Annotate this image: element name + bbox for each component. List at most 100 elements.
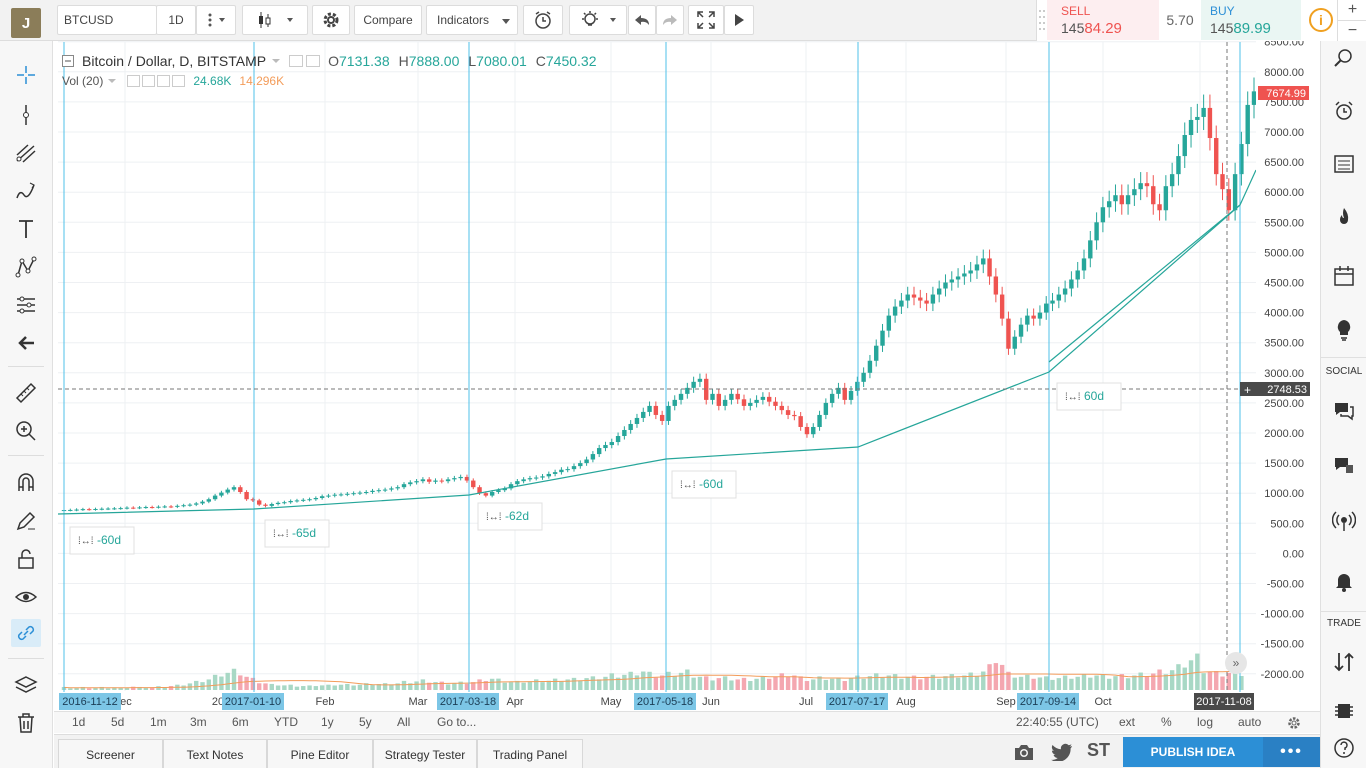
hotlists-button[interactable] [1329,203,1359,233]
interval-button[interactable]: 1D [156,5,196,35]
volume-bar [471,682,476,690]
price-chart[interactable]: ⁞↔⁞ -60d ⁞↔⁞ -65d ⁞↔⁞ -62d ⁞↔⁞ -60d ⁞↔⁞ 60d 8500.0… [54,41,1320,711]
date-range-box[interactable] [477,502,543,531]
percent-scale-toggle[interactable]: % [1161,715,1172,729]
range-all[interactable]: All [397,715,411,729]
date-range-box[interactable] [264,519,330,548]
eye-icon[interactable] [289,55,304,67]
date-range-box[interactable] [1056,382,1122,411]
calendar-button[interactable] [1329,261,1359,291]
gear-icon[interactable] [142,75,156,87]
last-price-label: 7674.99 [1266,88,1306,100]
delete-tool[interactable] [11,709,41,737]
range-5d[interactable]: 5d [111,715,125,729]
pattern-tool[interactable] [11,253,41,281]
settings-button[interactable] [312,5,350,35]
chat-button[interactable] [1329,396,1359,426]
text-tool[interactable] [11,215,41,243]
log-scale-toggle[interactable]: log [1197,715,1214,729]
trend-line[interactable] [57,169,1257,515]
tab-pine-editor[interactable]: Pine Editor [267,739,373,768]
theme-button[interactable] [569,5,627,35]
lock-tool[interactable] [11,545,41,573]
twitter-icon[interactable] [1051,743,1073,761]
series-title[interactable]: Bitcoin / Dollar, D, BITSTAMP [82,53,267,69]
brush-tool[interactable] [11,177,41,205]
range-3m[interactable]: 3m [190,715,207,729]
range-5y[interactable]: 5y [359,715,372,729]
close-icon[interactable] [172,75,186,87]
fullscreen-button[interactable] [688,5,724,35]
fib-tool[interactable] [11,139,41,167]
plus-icon[interactable] [157,75,171,87]
scroll-button[interactable] [1225,652,1247,674]
chevron-down-icon[interactable] [271,57,281,65]
plugins-button[interactable] [1329,696,1359,726]
go-to-date[interactable]: Go to... [437,715,477,729]
replay-button[interactable] [724,5,754,35]
chart-canvas[interactable]: ⁞↔⁞ -60d ⁞↔⁞ -65d⁞↔⁞ -62d⁞↔⁞ -60d⁞↔⁞ 60d8500.0… [54,41,1320,711]
tab-screener[interactable]: Screener [58,739,163,768]
price-axis[interactable] [1256,42,1320,692]
plus-button[interactable]: + [1347,1,1358,18]
camera-icon[interactable] [1013,743,1035,761]
undo-button[interactable] [628,5,656,35]
tab-text-notes[interactable]: Text Notes [163,739,267,768]
publish-idea-button[interactable]: PUBLISH IDEA [1123,737,1263,767]
minus-button[interactable]: − [1338,20,1366,40]
info-icon[interactable]: i [1309,8,1333,32]
help-button[interactable] [1329,733,1359,763]
auto-scale-toggle[interactable]: auto [1238,715,1262,729]
interval-dropdown-button[interactable] [196,5,236,35]
back-tool[interactable] [11,329,41,357]
range-1y[interactable]: 1y [321,715,334,729]
stocktwits-icon[interactable]: ST [1087,740,1111,760]
streams-button[interactable] [1329,507,1359,537]
alert-button[interactable] [523,5,563,35]
range-1m[interactable]: 1m [150,715,167,729]
alerts-button[interactable] [1329,96,1359,126]
tab-strategy-tester[interactable]: Strategy Tester [373,739,477,768]
magnet-tool[interactable] [11,469,41,497]
drag-handle-icon[interactable] [1038,8,1046,32]
gear-icon[interactable] [1287,716,1301,730]
range-6m[interactable]: 6m [232,715,249,729]
plus-icon[interactable]: + [1244,383,1251,397]
range-ytd[interactable]: YTD [274,715,298,729]
date-range-box[interactable] [671,470,737,499]
compare-button[interactable]: Compare [354,5,422,35]
line-tool[interactable] [11,101,41,129]
collapse-icon[interactable] [62,55,74,67]
ideas-button[interactable] [1329,315,1359,345]
more-options-button[interactable]: ••• [1263,737,1320,767]
gear-icon[interactable] [306,55,321,67]
ruler-tool[interactable] [11,379,41,407]
sync-tool[interactable] [11,619,41,647]
prediction-tool[interactable] [11,291,41,319]
redo-button[interactable] [656,5,684,35]
extended-hours-toggle[interactable]: ext [1119,715,1136,729]
dom-button[interactable] [1329,647,1359,677]
chart-style-button[interactable] [242,5,308,35]
private-chat-button[interactable] [1329,451,1359,481]
trend-line[interactable] [1048,204,1241,363]
drawing-mode-tool[interactable] [11,507,41,535]
buy-button[interactable]: BUY 14589.99 [1201,0,1301,40]
visibility-tool[interactable] [11,583,41,611]
tab-trading-panel[interactable]: Trading Panel [477,739,583,768]
crosshair-tool[interactable] [11,61,41,89]
chevron-down-icon[interactable] [107,77,117,85]
indicators-button[interactable]: Indicators [426,5,518,35]
zoom-tool[interactable] [11,417,41,445]
sell-button[interactable]: SELL 14584.29 [1047,0,1159,40]
search-button[interactable] [1329,43,1359,73]
volume-title[interactable]: Vol (20) [62,74,104,88]
watchlist-button[interactable] [1329,149,1359,179]
avatar[interactable]: J [11,8,41,38]
object-tree-tool[interactable] [11,671,41,699]
date-range-box[interactable] [69,526,135,555]
range-1d[interactable]: 1d [72,715,86,729]
notifications-button[interactable] [1329,566,1359,596]
eye-icon[interactable] [127,75,141,87]
symbol-input[interactable]: BTCUSD [57,5,157,35]
